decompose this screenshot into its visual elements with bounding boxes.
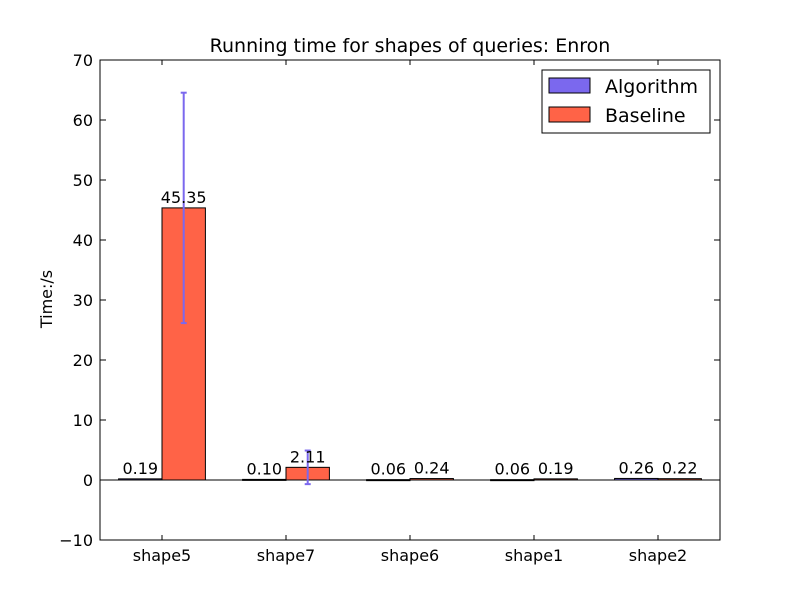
legend: Algorithm Baseline [541, 69, 711, 134]
y-tick-label-5: 40 [73, 231, 93, 250]
value-label-baseline-shape5: 45.35 [161, 188, 207, 207]
value-label-baseline-shape6: 0.24 [414, 459, 450, 478]
value-label-algorithm-shape1: 0.06 [494, 460, 530, 479]
y-tick-label-8: 70 [73, 51, 93, 70]
x-tick-label-shape7: shape7 [257, 546, 315, 565]
chart-title: Running time for shapes of queries: Enro… [210, 35, 611, 57]
x-axis-ticks: shape5 shape7 shape6 shape1 shape2 [133, 60, 687, 565]
value-label-baseline-shape1: 0.19 [538, 459, 574, 478]
value-label-algorithm-shape7: 0.10 [246, 459, 282, 478]
y-tick-label-1: 0 [83, 471, 93, 490]
y-tick-label-7: 60 [73, 111, 93, 130]
bars-layer [100, 207, 720, 482]
value-label-baseline-shape7: 2.11 [290, 447, 326, 466]
value-labels-layer: 0.19 45.35 0.10 2.11 0.06 0.24 0.06 0.19 0.26 0.2… [122, 188, 697, 479]
legend-label-algorithm: Algorithm [605, 76, 698, 98]
x-tick-label-shape2: shape2 [629, 546, 687, 565]
bar-baseline-shape5 [161, 207, 206, 481]
legend-swatch-baseline [548, 106, 591, 123]
error-bars-layer [180, 91, 311, 486]
value-label-algorithm-shape6: 0.06 [370, 460, 406, 479]
value-label-algorithm-shape2: 0.26 [618, 458, 654, 477]
y-axis-label: Time:/s [37, 270, 56, 329]
x-tick-label-shape6: shape6 [381, 546, 439, 565]
y-axis-ticks: −10 0 10 20 30 40 50 60 70 [59, 51, 720, 550]
y-tick-label-0: −10 [59, 531, 93, 550]
legend-swatch-algorithm [548, 77, 591, 94]
y-tick-label-4: 30 [73, 291, 93, 310]
y-tick-label-6: 50 [73, 171, 93, 190]
value-label-algorithm-shape5: 0.19 [122, 459, 158, 478]
y-tick-label-3: 20 [73, 351, 93, 370]
y-tick-label-2: 10 [73, 411, 93, 430]
value-label-baseline-shape2: 0.22 [662, 459, 698, 478]
legend-label-baseline: Baseline [605, 105, 686, 127]
x-tick-label-shape1: shape1 [505, 546, 563, 565]
x-tick-label-shape5: shape5 [133, 546, 191, 565]
